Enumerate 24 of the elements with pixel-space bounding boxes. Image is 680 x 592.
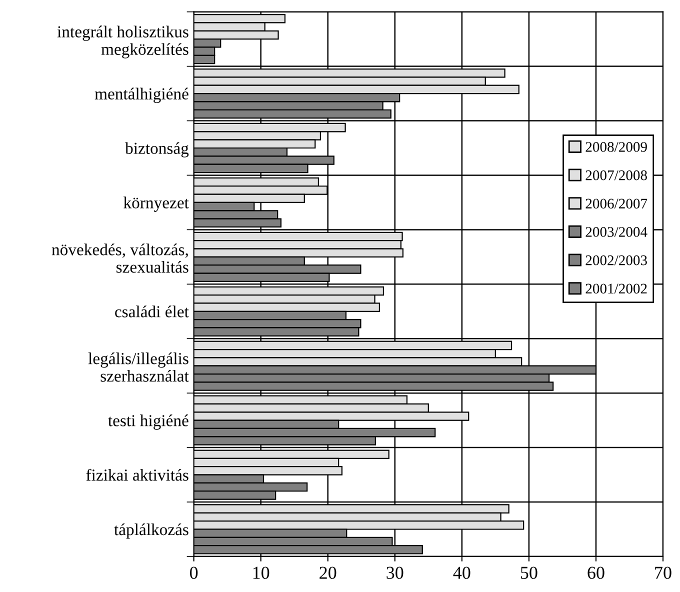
legend-label: 2003/2004 [586,227,648,237]
y-tick-label: fizikai aktivitás [86,468,188,481]
y-tick-label: legális/illegális szerhasználat [88,352,189,382]
legend-label: 2002/2003 [586,255,647,266]
y-tick-label: testi higiéné [108,414,188,430]
x-tick-label: 0 [190,566,198,579]
y-tick-label: mentálhigiéné [94,88,188,103]
y-tick-label: családi élet [115,306,189,318]
x-tick-label: 60 [588,566,604,579]
legend-label: 2007/2008 [586,170,647,180]
legend-label: 2006/2007 [586,198,648,209]
x-tick-label: 10 [253,566,270,579]
legend-label: 2001/2002 [586,284,647,294]
y-tick-label: növekedés, változás, szexualitás [52,244,188,273]
y-tick-label: táplálkozás [114,523,188,539]
legend-label: 2008/2009 [586,142,647,152]
x-tick-label: 40 [453,566,470,579]
y-tick-label: környezet [124,196,189,212]
x-tick-label: 70 [655,566,672,579]
y-tick-label: integrált holisztikus megközelítés [57,26,188,58]
x-tick-label: 50 [520,566,538,579]
y-tick-label: biztonság [125,142,189,158]
x-tick-label: 20 [320,566,336,579]
x-tick-label: 30 [386,566,404,579]
